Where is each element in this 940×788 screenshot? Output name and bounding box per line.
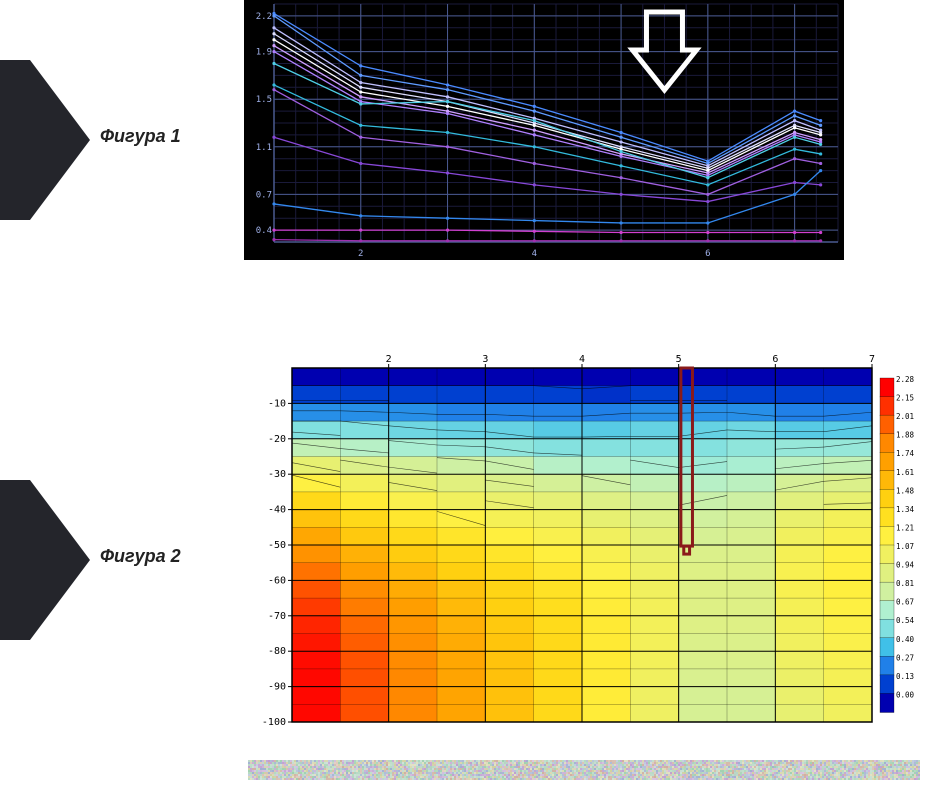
noise-strip	[248, 760, 920, 780]
svg-text:-30: -30	[268, 469, 286, 480]
svg-text:6: 6	[705, 249, 710, 259]
svg-text:0.13: 0.13	[896, 672, 914, 681]
svg-text:0.00: 0.00	[896, 690, 915, 699]
svg-text:-60: -60	[268, 575, 286, 586]
svg-text:1.88: 1.88	[896, 431, 915, 440]
svg-text:0.94: 0.94	[896, 561, 915, 570]
svg-text:5: 5	[676, 354, 682, 365]
svg-text:2.01: 2.01	[896, 412, 914, 421]
chevron-icon	[0, 480, 90, 640]
chevron-icon	[0, 60, 90, 220]
svg-text:1.61: 1.61	[896, 468, 914, 477]
svg-text:1.07: 1.07	[896, 542, 914, 551]
svg-text:0.7: 0.7	[256, 190, 272, 200]
svg-text:1.5: 1.5	[256, 95, 272, 105]
svg-text:-10: -10	[268, 398, 286, 409]
svg-text:0.67: 0.67	[896, 598, 914, 607]
svg-text:6: 6	[772, 354, 778, 365]
svg-text:-50: -50	[268, 540, 286, 551]
svg-text:1.34: 1.34	[896, 505, 915, 514]
svg-text:-20: -20	[268, 434, 286, 445]
figure-1-line-chart: 2 4 6 0.4 0.7 1.1 1.5 1.9 2.2	[244, 0, 844, 260]
svg-text:-80: -80	[268, 646, 286, 657]
heatmap-svg: 2 3 4 5 6 7 -10 -20 -30 -40 -50 -60 -70 -80 -90 -100 2.2…	[248, 350, 920, 730]
line-chart-svg: 2 4 6 0.4 0.7 1.1 1.5 1.9 2.2	[244, 0, 844, 260]
figure-2-heatmap: 2 3 4 5 6 7 -10 -20 -30 -40 -50 -60 -70 -80 -90 -100 2.2…	[248, 350, 920, 730]
svg-text:4: 4	[579, 354, 585, 365]
svg-text:-40: -40	[268, 505, 286, 516]
svg-text:1.48: 1.48	[896, 486, 915, 495]
svg-text:1.1: 1.1	[256, 143, 272, 153]
svg-text:1.21: 1.21	[896, 523, 914, 532]
fig1-label-block: Фигура 1	[0, 60, 230, 220]
svg-text:-70: -70	[268, 611, 286, 622]
svg-text:2: 2	[358, 249, 363, 259]
fig2-label-block: Фигура 2	[0, 480, 230, 640]
svg-text:3: 3	[482, 354, 488, 365]
svg-text:2.2: 2.2	[256, 12, 272, 22]
svg-text:0.27: 0.27	[896, 653, 914, 662]
svg-text:1.74: 1.74	[896, 449, 915, 458]
svg-text:1.9: 1.9	[256, 48, 272, 58]
svg-text:0.40: 0.40	[896, 635, 915, 644]
svg-text:2: 2	[386, 354, 392, 365]
svg-text:-90: -90	[268, 682, 286, 693]
svg-text:-100: -100	[262, 717, 286, 728]
svg-text:0.4: 0.4	[256, 226, 272, 236]
svg-text:0.81: 0.81	[896, 579, 914, 588]
svg-text:0.54: 0.54	[896, 616, 915, 625]
svg-text:2.28: 2.28	[896, 375, 915, 384]
fig1-label: Фигура 1	[100, 126, 181, 147]
svg-text:7: 7	[869, 354, 875, 365]
svg-text:4: 4	[532, 249, 537, 259]
fig2-label: Фигура 2	[100, 546, 181, 567]
svg-text:2.15: 2.15	[896, 394, 914, 403]
